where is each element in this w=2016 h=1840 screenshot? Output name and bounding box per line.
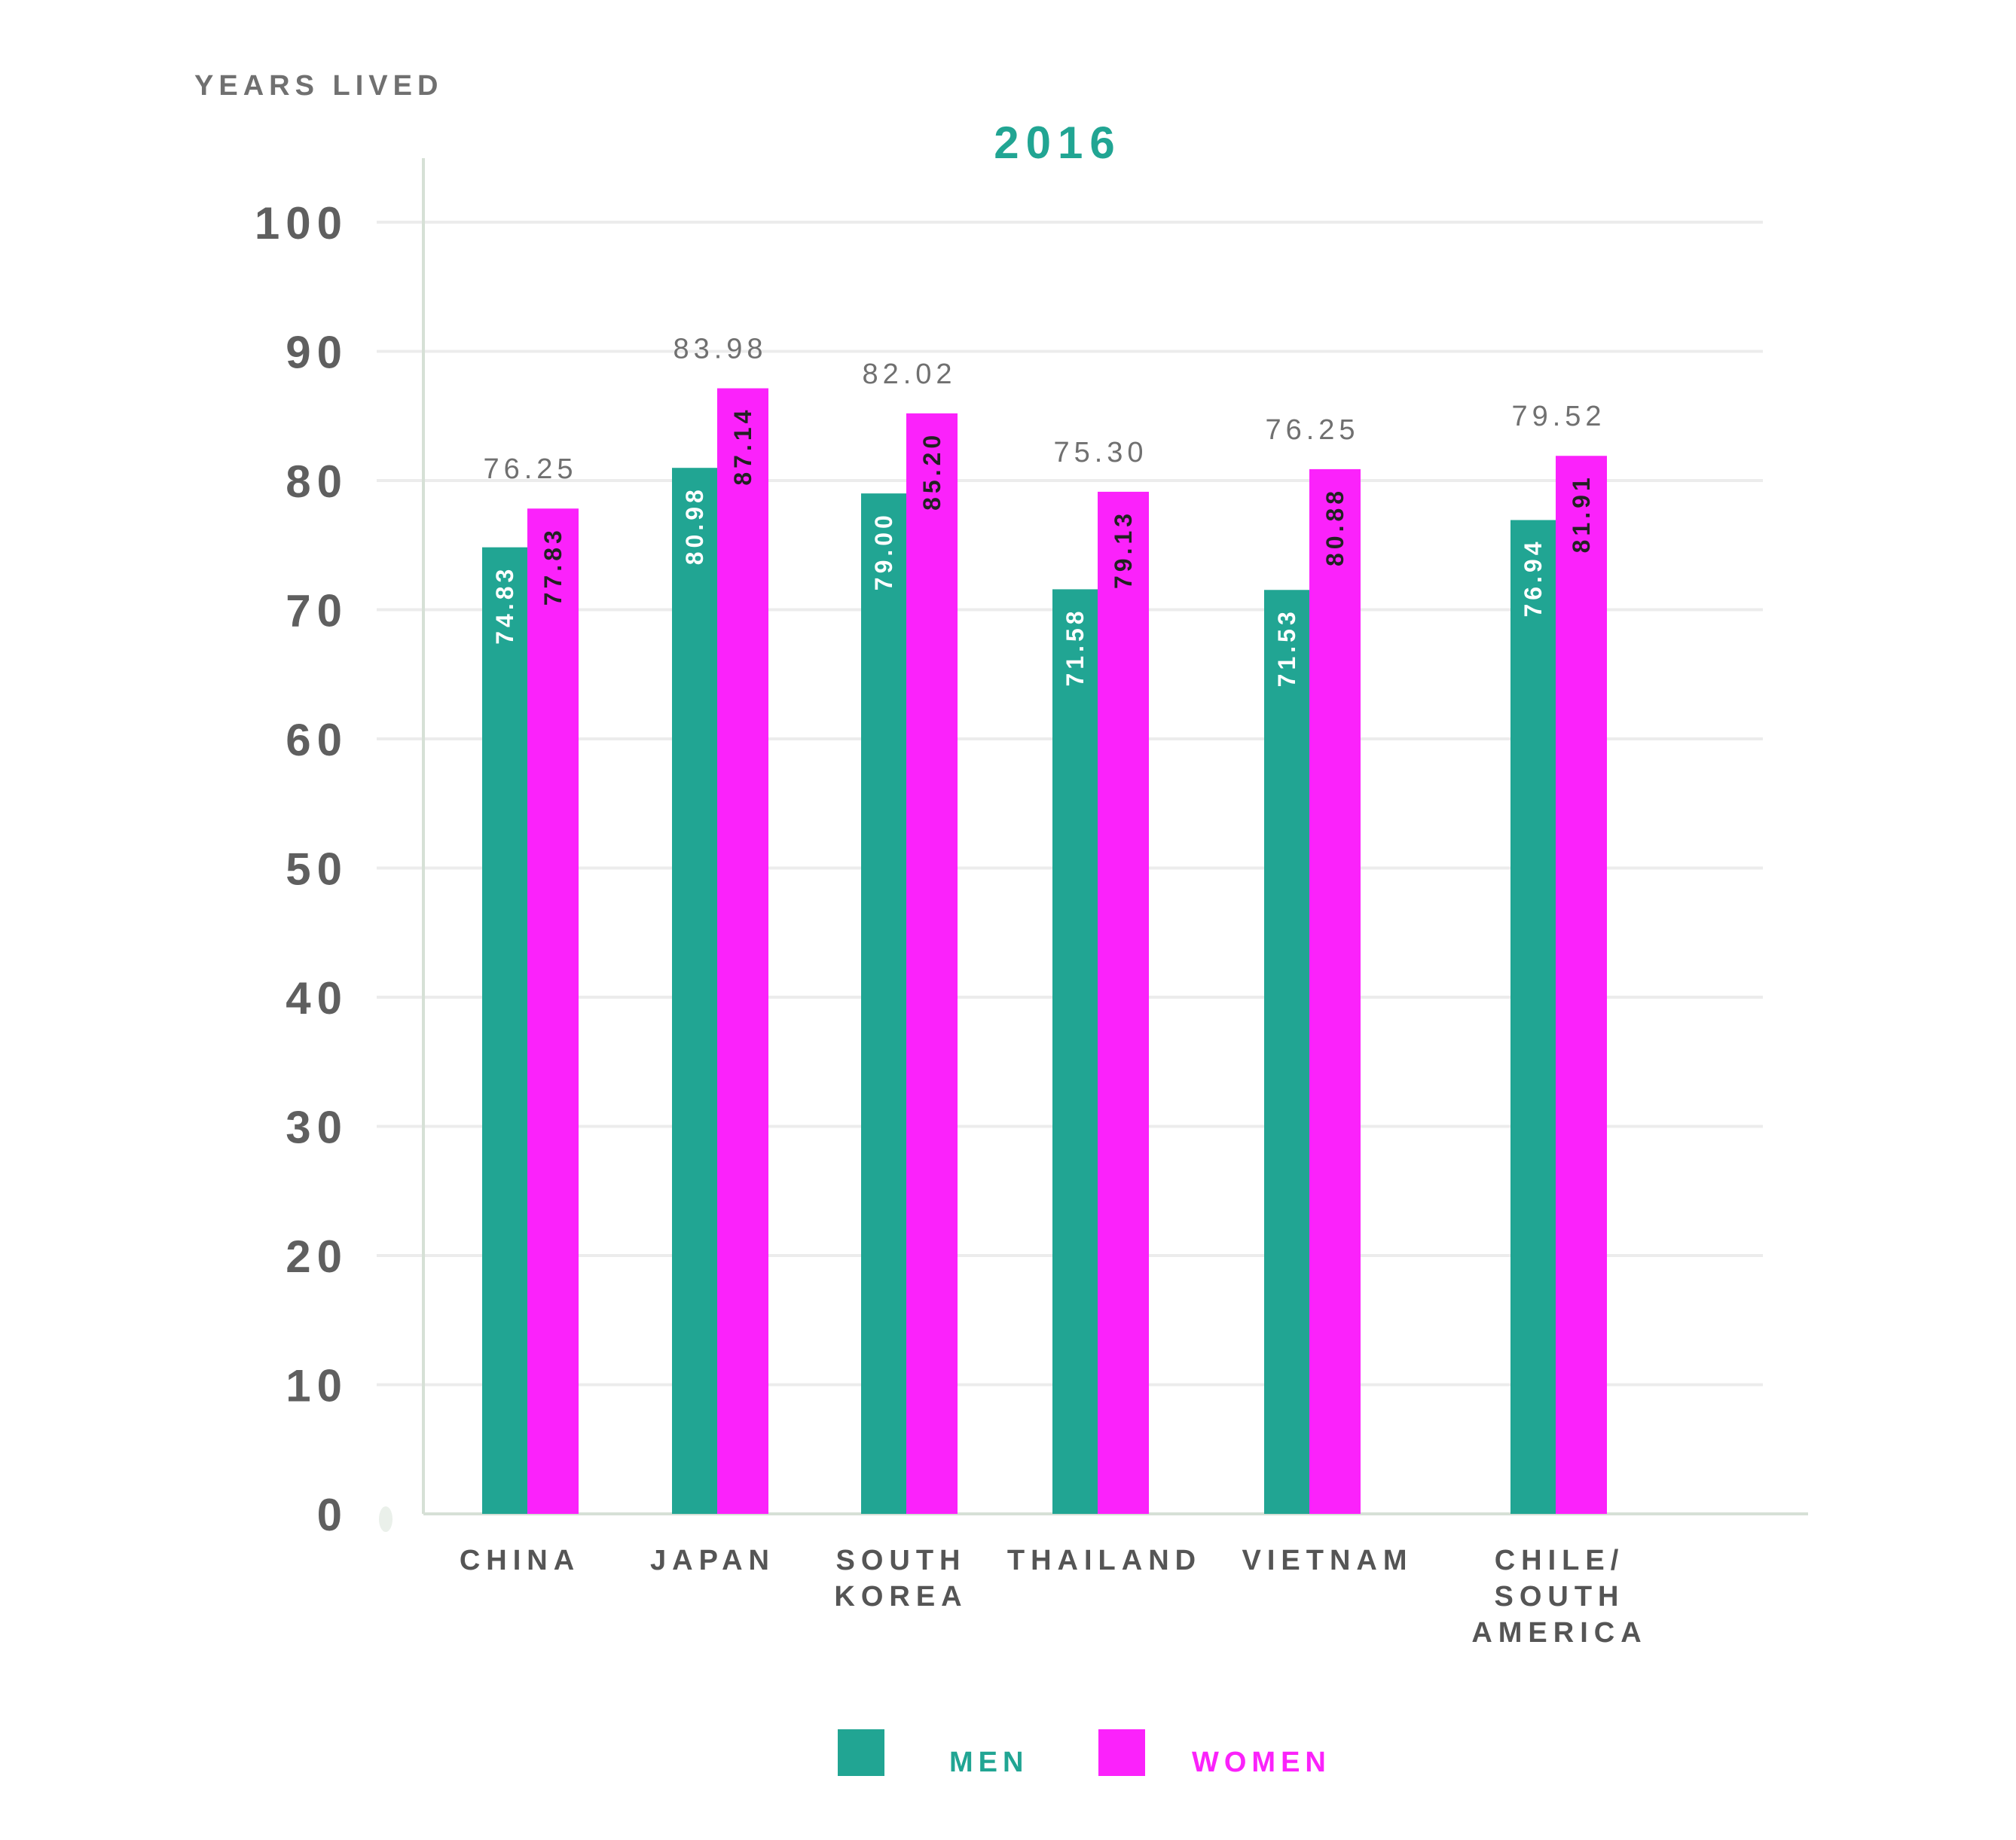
bar-value-label: 76.94: [1520, 538, 1547, 617]
bar-men: [1052, 589, 1098, 1514]
bar-value-label: 85.20: [918, 432, 945, 511]
legend-swatch-men: [838, 1729, 884, 1776]
x-tick-line: KOREA: [834, 1581, 967, 1613]
average-label: 79.52: [1511, 401, 1605, 432]
x-tick-line: CHINA: [460, 1545, 580, 1576]
legend: MEN WOMEN: [838, 1729, 1331, 1778]
bar-value-label: 80.98: [681, 486, 708, 565]
x-tick-label: VIETNAM: [1242, 1545, 1413, 1576]
y-tick-label: 100: [255, 198, 348, 249]
x-tick-line: THAILAND: [1007, 1545, 1202, 1576]
y-tick-label: 90: [286, 328, 348, 378]
x-tick-line: JAPAN: [650, 1545, 775, 1576]
x-tick-label: JAPAN: [650, 1545, 775, 1576]
bar-value-label: 77.83: [539, 526, 567, 606]
x-tick-line: SOUTH: [836, 1545, 967, 1576]
x-tick-line: AMERICA: [1471, 1617, 1647, 1649]
y-axis-ticks: 0 10 20 30 40 50 60 70 80 90 100: [255, 198, 348, 1540]
average-label: 75.30: [1053, 437, 1147, 468]
y-tick-label: 20: [286, 1231, 348, 1282]
y-tick-label: 50: [286, 844, 348, 895]
y-tick-label: 0: [317, 1490, 348, 1540]
bar-value-label: 71.58: [1061, 607, 1089, 686]
legend-swatch-women: [1098, 1729, 1145, 1776]
x-tick-label: CHILE/SOUTH AMERICA: [1471, 1545, 1647, 1649]
bar-men: [482, 547, 527, 1514]
y-tick-label: 10: [286, 1361, 348, 1411]
y-tick-label: 30: [286, 1103, 348, 1153]
bar-value-label: 74.83: [491, 566, 518, 645]
x-tick-line: VIETNAM: [1242, 1545, 1413, 1576]
bar-women: [1556, 456, 1607, 1514]
x-tick-label: CHINA: [460, 1545, 580, 1576]
bar-men: [1510, 520, 1556, 1514]
bar-women: [717, 388, 768, 1514]
average-label: 83.98: [673, 334, 767, 365]
x-tick-label: SOUTH KOREA: [834, 1545, 967, 1613]
y-axis-label: YEARS LIVED: [194, 70, 443, 102]
bar-men: [861, 493, 906, 1514]
bar-value-label: 79.00: [870, 511, 897, 590]
legend-label-women: WOMEN: [1192, 1747, 1331, 1778]
bar-value-label: 87.14: [729, 407, 756, 486]
axis-origin-mark: [379, 1506, 393, 1532]
x-tick-label: THAILAND: [1007, 1545, 1202, 1576]
bar-women: [1309, 468, 1361, 1515]
bar-value-label: 81.91: [1568, 474, 1595, 553]
bar-men: [672, 468, 717, 1514]
bar-value-label: 80.88: [1321, 487, 1349, 566]
y-tick-label: 70: [286, 586, 348, 636]
average-labels: 76.25 83.98 82.02 75.30 76.25 79.52: [483, 334, 1605, 486]
chart-title: 2016: [994, 117, 1121, 168]
bar-women: [527, 508, 579, 1514]
bar-value-label: 71.53: [1273, 608, 1300, 687]
average-label: 76.25: [1265, 414, 1359, 446]
bar-value-label: 79.13: [1110, 510, 1137, 589]
bar-women: [1098, 491, 1149, 1515]
x-tick-line: CHILE/: [1495, 1545, 1625, 1576]
x-axis-ticks: CHINA JAPAN SOUTH KOREA THAILAND VIETNAM CHILE…: [460, 1545, 1647, 1649]
bar-men: [1264, 590, 1309, 1514]
average-label: 82.02: [862, 359, 956, 390]
bars: 74.83 77.83 80.98 87.14 79.00 85.20 71.58 79.13…: [482, 388, 1607, 1515]
bar-women: [906, 413, 958, 1514]
y-tick-label: 80: [286, 456, 348, 507]
y-tick-label: 60: [286, 715, 348, 765]
x-tick-line: SOUTH: [1495, 1581, 1625, 1613]
legend-label-men: MEN: [949, 1747, 1028, 1778]
y-tick-label: 40: [286, 973, 348, 1024]
average-label: 76.25: [483, 453, 577, 485]
